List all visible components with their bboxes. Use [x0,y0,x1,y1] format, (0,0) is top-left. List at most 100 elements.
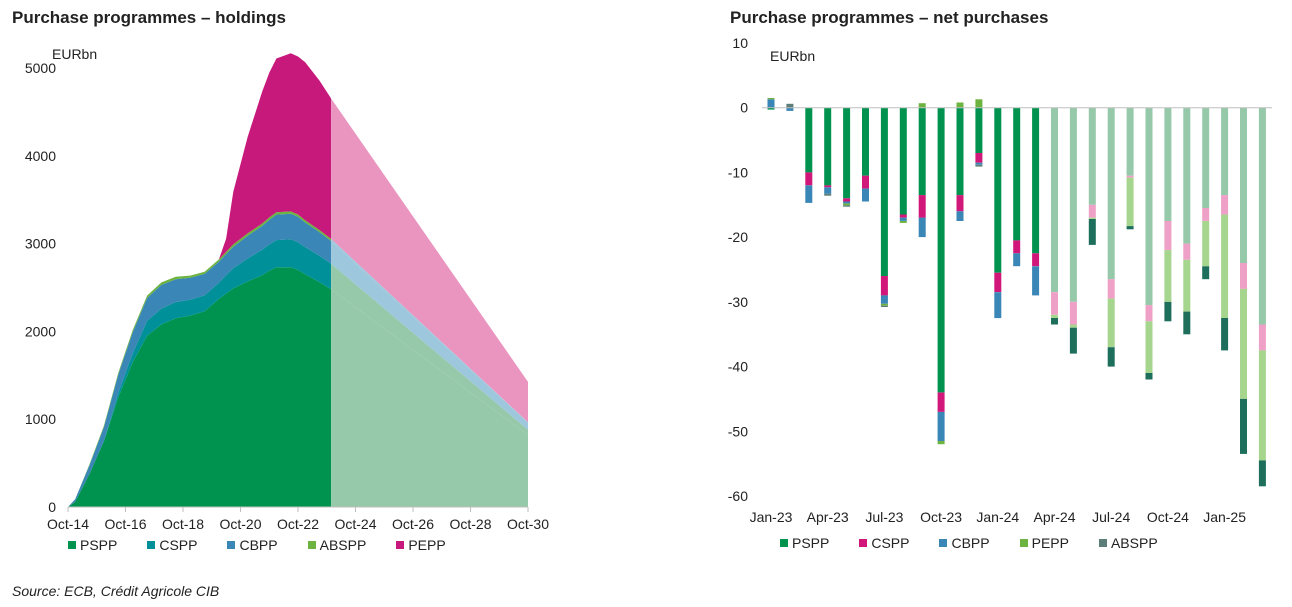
bar-pspp [1183,107,1191,244]
legend-item-pepp: PEPP [1019,535,1069,551]
y-tick-label: 3000 [25,236,56,252]
x-tick-label: Oct-16 [104,516,146,532]
bar-pspp [1258,107,1266,325]
y-tick-label: -30 [728,294,748,310]
bar-abspp [1164,301,1172,322]
bar-cspp [1126,175,1134,178]
bar-pepp [937,441,945,445]
x-tick-label: Oct-28 [449,516,491,532]
bar-pspp [975,107,983,153]
y-tick-label: -10 [728,164,748,180]
area-pepp [68,53,332,508]
left-y-unit: EURbn [52,46,98,62]
bar-cspp [824,185,832,188]
y-tick-label: 0 [740,100,748,116]
bar-cspp [880,276,888,296]
bar-abspp [1088,219,1096,245]
y-tick-label: -50 [728,423,748,439]
x-tick-label: Jan-25 [1203,509,1246,525]
right-y-unit: EURbn [770,48,816,64]
bar-cspp [956,195,964,212]
x-tick-label: Apr-24 [1033,509,1075,525]
bar-pepp [1164,250,1172,302]
x-tick-label: Jan-24 [976,509,1019,525]
bar-pspp [805,107,813,173]
bar-abspp [975,164,983,167]
bar-cbpp [994,292,1002,319]
bar-pspp [1164,107,1172,221]
bar-pspp [1051,107,1058,293]
bar-pepp [1069,324,1077,328]
legend-item-pepp: PEPP [396,537,446,553]
bar-cspp [1051,292,1058,315]
bar-cspp [843,198,851,202]
bar-abspp [1145,373,1153,380]
bar-cbpp [767,99,775,108]
bar-pspp [937,107,945,393]
y-tick-label: 0 [48,499,56,515]
bar-pspp [1202,107,1210,208]
bar-pepp [1145,321,1153,374]
bar-cbpp [1013,253,1021,267]
bar-pepp [956,102,964,108]
legend-label: PEPP [408,537,446,553]
bar-cspp [1088,204,1096,218]
bar-cspp [1069,301,1077,325]
bar-cspp [862,175,869,189]
legend-label: PSPP [80,537,118,553]
right-legend: PSPP CSPP CBPP PEPP ABSPP [780,535,1188,551]
bar-cbpp [918,217,926,238]
bar-cbpp [843,201,851,204]
bar-abspp [1069,327,1077,354]
bar-pspp [899,107,907,215]
bar-abspp [843,205,851,207]
bar-pepp [1088,217,1096,219]
left-legend: PSPP CSPP CBPP ABSPP PEPP [68,537,476,553]
bar-pepp [918,103,926,108]
legend-item-cbpp: CBPP [227,537,278,553]
y-tick-label: -60 [728,488,748,504]
y-tick-label: 10 [732,35,748,51]
legend-swatch [1019,539,1028,547]
x-tick-label: Jan-23 [750,509,793,525]
bar-pspp [918,107,926,196]
bar-cbpp [956,211,964,221]
bar-cspp [975,153,983,163]
bar-pspp [843,107,851,199]
y-tick-label: 5000 [25,60,56,76]
legend-item-abspp: ABSPP [1098,535,1158,551]
bar-cspp [1032,253,1040,267]
bar-cspp [1013,240,1021,254]
area-projection-pspp [331,289,528,507]
bar-pepp [1183,259,1191,312]
bar-cspp [1145,305,1153,322]
bar-cbpp [1032,266,1040,296]
bar-pspp [1069,107,1077,302]
x-tick-label: Oct-24 [1147,509,1189,525]
legend-swatch [68,541,76,549]
bar-abspp [1202,266,1210,280]
x-tick-label: Oct-23 [920,509,962,525]
x-tick-label: Oct-24 [334,516,376,532]
bar-cspp [899,214,907,218]
bar-abspp [1258,460,1266,487]
bar-cbpp [975,162,983,165]
bar-pepp [1240,288,1247,399]
area-projection-cbpp [331,241,528,430]
x-tick-label: Oct-26 [392,516,434,532]
bar-abspp [1240,398,1247,454]
legend-label: ABSPP [319,537,367,553]
legend-item-pspp: PSPP [68,537,117,553]
bar-cbpp [786,107,794,111]
x-tick-label: Jul-23 [865,509,903,525]
bar-cspp [918,195,926,218]
area-pspp [68,267,332,507]
x-tick-label: Oct-14 [47,516,89,532]
bar-pspp [1032,107,1040,254]
source-note: Source: ECB, Crédit Agricole CIB [12,583,220,599]
bar-pspp [956,107,964,196]
x-tick-label: Oct-30 [507,516,549,532]
bar-abspp [1051,318,1058,325]
legend-swatch [1098,539,1107,547]
